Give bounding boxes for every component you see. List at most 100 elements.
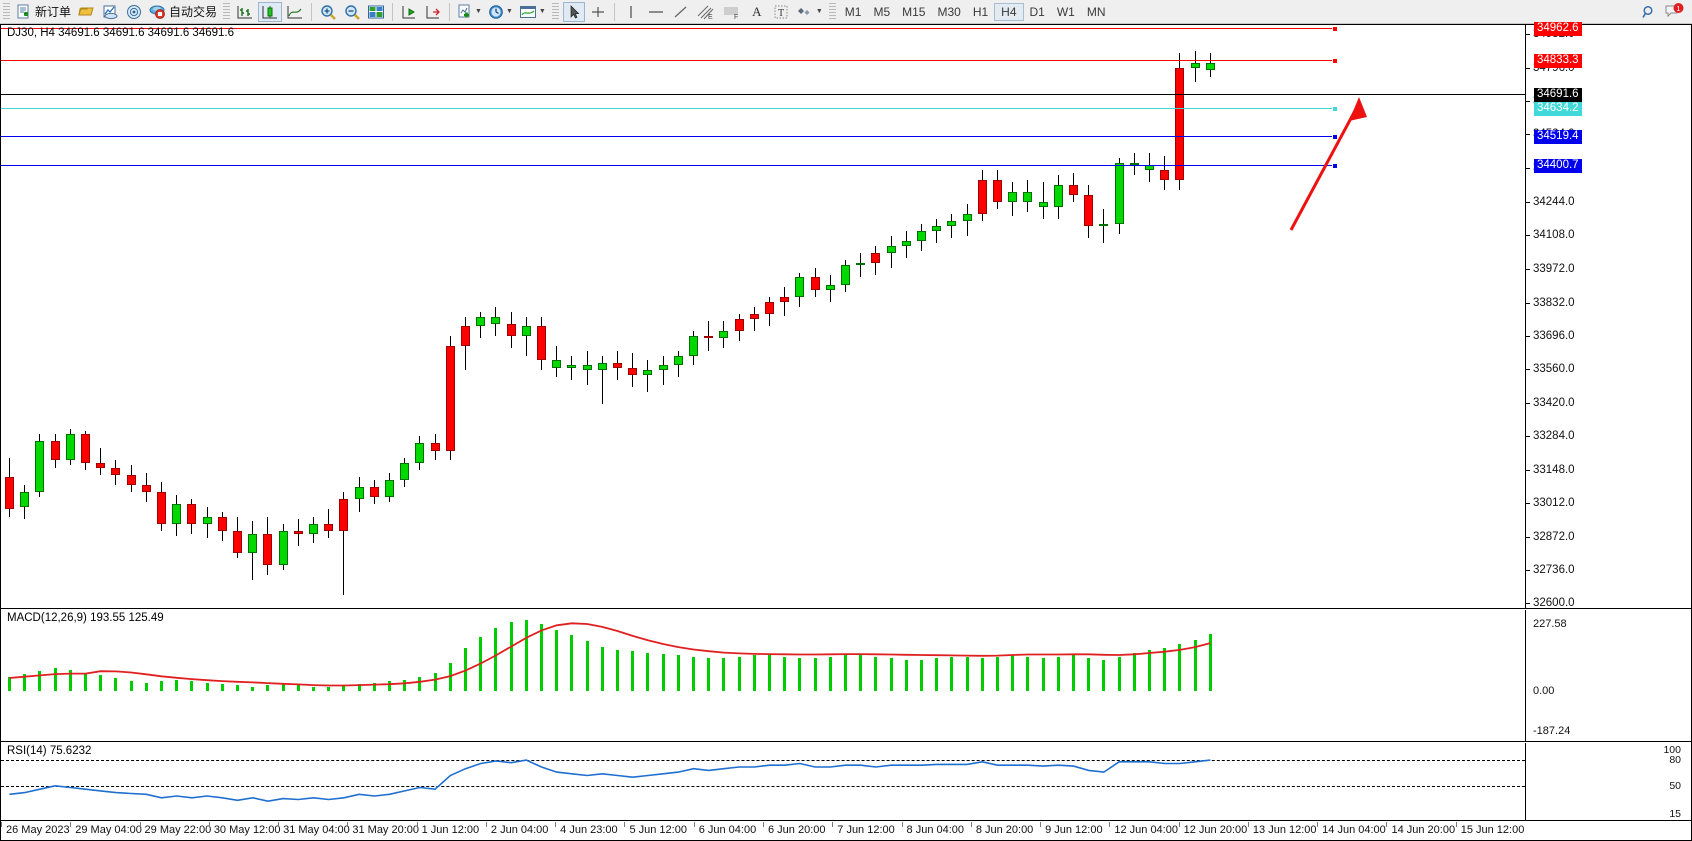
fibonacci-button[interactable]: F [720, 2, 744, 22]
level-handle[interactable] [1332, 134, 1338, 141]
level-handle[interactable] [1332, 26, 1338, 33]
rsi-level-line [1, 785, 1525, 787]
vertical-line-button[interactable] [620, 2, 642, 22]
rsi-pane[interactable]: RSI(14) 75.6232 100 80 50 15 [1, 743, 1691, 821]
line-chart-button[interactable] [284, 2, 306, 22]
up-arrow-annotation[interactable] [1, 25, 1525, 608]
resistance-tag-1[interactable]: 34962.6 [1534, 22, 1582, 37]
toolbar-grip-4[interactable] [828, 2, 836, 21]
macd-histogram-bar [418, 676, 422, 692]
price-tick: 34244.0 [1526, 196, 1575, 208]
macd-histogram-bar [236, 685, 239, 692]
candle [217, 25, 227, 608]
search-button[interactable] [1638, 2, 1660, 22]
level-handle[interactable] [1332, 57, 1338, 64]
terminal-button[interactable] [365, 2, 387, 22]
autotrading-button[interactable]: 自动交易 [147, 2, 219, 22]
toolbar-grip-1[interactable] [3, 2, 10, 21]
crosshair-button[interactable] [587, 2, 609, 22]
level-line-34519[interactable] [1, 134, 1338, 141]
chart-shift-button[interactable] [422, 2, 444, 22]
new-order-button[interactable]: 新订单 [14, 2, 73, 22]
zoom-out-button[interactable] [341, 2, 363, 22]
candle [1084, 25, 1094, 608]
level-line-34400[interactable] [1, 163, 1338, 170]
text-box-button[interactable]: T [770, 2, 792, 22]
timeframe-m5[interactable]: M5 [873, 4, 891, 19]
candle [5, 25, 14, 608]
candlestick-chart-button[interactable] [258, 1, 283, 22]
rsi-scale[interactable]: 100 80 50 15 [1525, 743, 1691, 820]
macd-histogram-bar [23, 674, 27, 692]
templates-button[interactable]: ▼ [517, 2, 548, 22]
cursor-button[interactable] [562, 1, 585, 22]
new-chart-caret-icon[interactable]: ▼ [475, 8, 482, 15]
support-tag-1[interactable]: 34519.4 [1534, 130, 1582, 145]
period-caret-icon[interactable]: ▼ [505, 8, 513, 15]
candle [719, 25, 729, 608]
timeframe-d1[interactable]: D1 [1029, 4, 1045, 19]
macd-scale[interactable]: 227.58 0.00 -187.24 [1525, 610, 1691, 741]
last-price-tag[interactable]: 34691.6 [1534, 88, 1582, 103]
timeframe-mn[interactable]: MN [1086, 4, 1106, 19]
toolbar-grip-2[interactable] [223, 2, 231, 21]
timeframe-w1[interactable]: W1 [1056, 4, 1075, 19]
rsi-plot-area[interactable] [1, 743, 1525, 820]
shapes-caret-icon[interactable]: ▼ [815, 8, 823, 15]
horizontal-line-icon [648, 10, 663, 13]
trendline-icon [674, 6, 687, 17]
bar-chart-button[interactable] [234, 2, 256, 22]
equidistant-channel-button[interactable]: E [694, 2, 718, 22]
price-tick: 34108.0 [1526, 229, 1575, 241]
price-pane[interactable]: DJ30, H4 34691.6 34691.6 34691.6 34691.6… [1, 22, 1691, 609]
macd-scale-label: 0.00 [1533, 685, 1555, 698]
timeframe-h4[interactable]: H4 [994, 2, 1024, 21]
macd-histogram-bar [1178, 643, 1182, 692]
macd-histogram-bar [950, 656, 954, 692]
timeframe-m15[interactable]: M15 [902, 4, 926, 19]
new-chart-button[interactable]: ▼ [455, 2, 484, 22]
notifications-button[interactable]: 1 [1662, 2, 1686, 22]
level-line-34634[interactable] [1, 106, 1338, 113]
level-handle[interactable] [1332, 163, 1338, 170]
toolbar-grip-3[interactable] [551, 2, 559, 21]
candlestick-chart-icon [262, 5, 278, 18]
navigator-button[interactable] [123, 2, 145, 22]
macd-histogram-bar [327, 686, 331, 692]
macd-plot-area[interactable] [1, 610, 1525, 741]
macd-histogram-bar [524, 619, 528, 692]
level-line-34833[interactable] [1, 57, 1338, 64]
time-axis-tick [208, 822, 210, 827]
candle [1160, 25, 1170, 608]
timeframe-h1[interactable]: H1 [972, 4, 989, 19]
price-plot-area[interactable] [1, 25, 1525, 608]
time-axis[interactable]: 26 May 2023 29 May 04:00 29 May 22:00 30 Ma… [1, 822, 1691, 841]
candle [658, 25, 668, 608]
timeframe-m1[interactable]: M1 [844, 4, 862, 19]
level-line-34691[interactable] [1, 94, 1525, 96]
macd-pane[interactable]: MACD(12,26,9) 193.55 125.49 227.58 0.00 -1… [1, 610, 1691, 742]
level-line-34962[interactable] [1, 26, 1338, 33]
zoom-in-button[interactable] [317, 2, 339, 22]
macd-histogram-bar [722, 658, 726, 692]
shapes-button[interactable]: ▼ [794, 2, 825, 22]
resistance-tag-2[interactable]: 34833.3 [1534, 53, 1582, 68]
timeframe-m30[interactable]: M30 [937, 4, 961, 19]
support-tag-2[interactable]: 34400.7 [1534, 159, 1582, 174]
templates-caret-icon[interactable]: ▼ [538, 8, 546, 15]
time-axis-label: 8 Jun 04:00 [906, 824, 965, 836]
price-scale[interactable]: 34932.034796.034660.034524.034384.034244… [1525, 22, 1691, 609]
trendline-button[interactable] [670, 2, 692, 22]
chart-container[interactable]: DJ30, H4 34691.6 34691.6 34691.6 34691.6… [0, 22, 1692, 841]
auto-scroll-button[interactable] [398, 2, 420, 22]
profiles-button[interactable] [75, 2, 97, 22]
level-handle[interactable] [1332, 106, 1338, 113]
period-button[interactable]: ▼ [486, 2, 515, 22]
price-tick: 33012.0 [1526, 497, 1575, 509]
horizontal-line-button[interactable] [644, 2, 668, 22]
text-label-button[interactable]: A [746, 2, 768, 22]
time-axis-label: 7 Jun 12:00 [837, 824, 895, 836]
market-watch-button[interactable] [99, 2, 121, 22]
time-axis-label: 1 Jun 12:00 [421, 824, 480, 836]
bid-tag[interactable]: 34634.2 [1534, 102, 1582, 117]
